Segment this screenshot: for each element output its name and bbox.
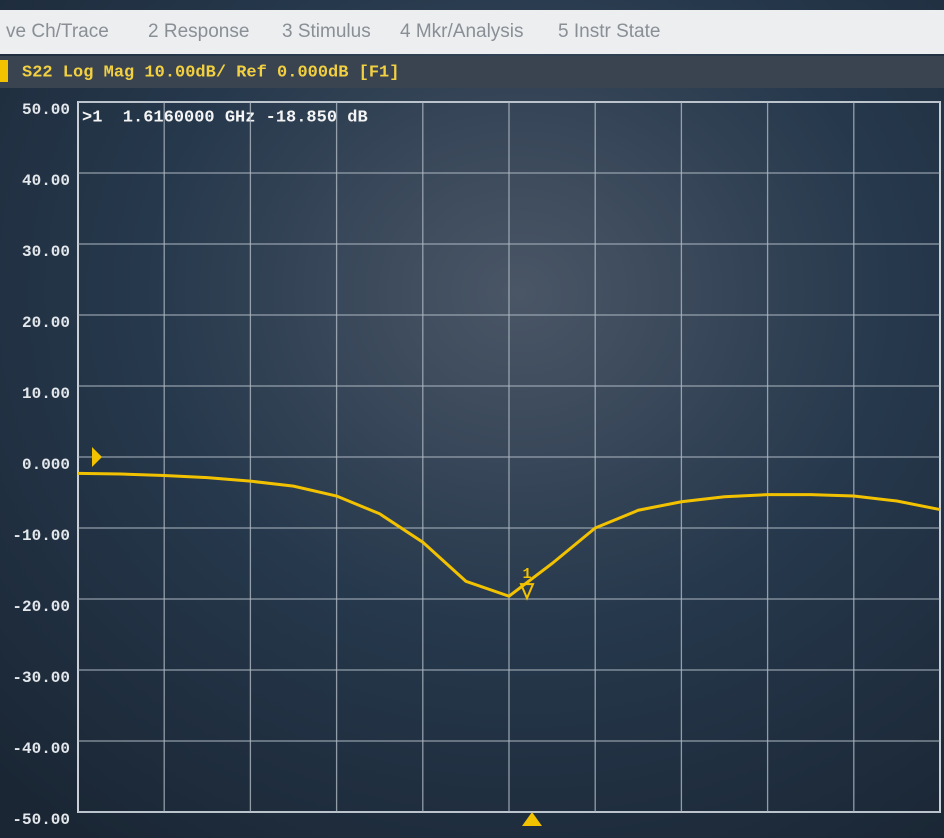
y-tick-label: 30.00 [22, 243, 70, 261]
trace-header: S22 Log Mag 10.00dB/ Ref 0.000dB [F1] [22, 63, 399, 82]
y-tick-label: 0.000 [22, 456, 70, 474]
menu-item: 3 Stimulus [282, 21, 371, 42]
trace-indicator [0, 60, 8, 82]
marker-label: 1 [522, 566, 531, 583]
y-tick-label: -10.00 [12, 527, 70, 545]
y-tick-label: 10.00 [22, 385, 70, 403]
y-tick-label: -50.00 [12, 811, 70, 829]
menu-item: 4 Mkr/Analysis [400, 21, 524, 42]
menu-bar [0, 10, 944, 54]
reference-arrow [92, 447, 102, 467]
y-tick-label: 20.00 [22, 314, 70, 332]
menu-item: 5 Instr State [558, 21, 660, 42]
y-tick-label: 40.00 [22, 172, 70, 190]
y-tick-label: -30.00 [12, 669, 70, 687]
marker-symbol [519, 583, 535, 601]
menu-item: 2 Response [148, 21, 249, 42]
trace-header-bar [0, 56, 944, 88]
marker-readout: >1 1.6160000 GHz -18.850 dB [82, 108, 368, 127]
trace [77, 471, 941, 598]
y-tick-label: 50.00 [22, 101, 70, 119]
y-tick-label: -20.00 [12, 598, 70, 616]
menu-item: ve Ch/Trace [6, 21, 109, 42]
y-tick-label: -40.00 [12, 740, 70, 758]
stimulus-indicator [522, 812, 542, 826]
